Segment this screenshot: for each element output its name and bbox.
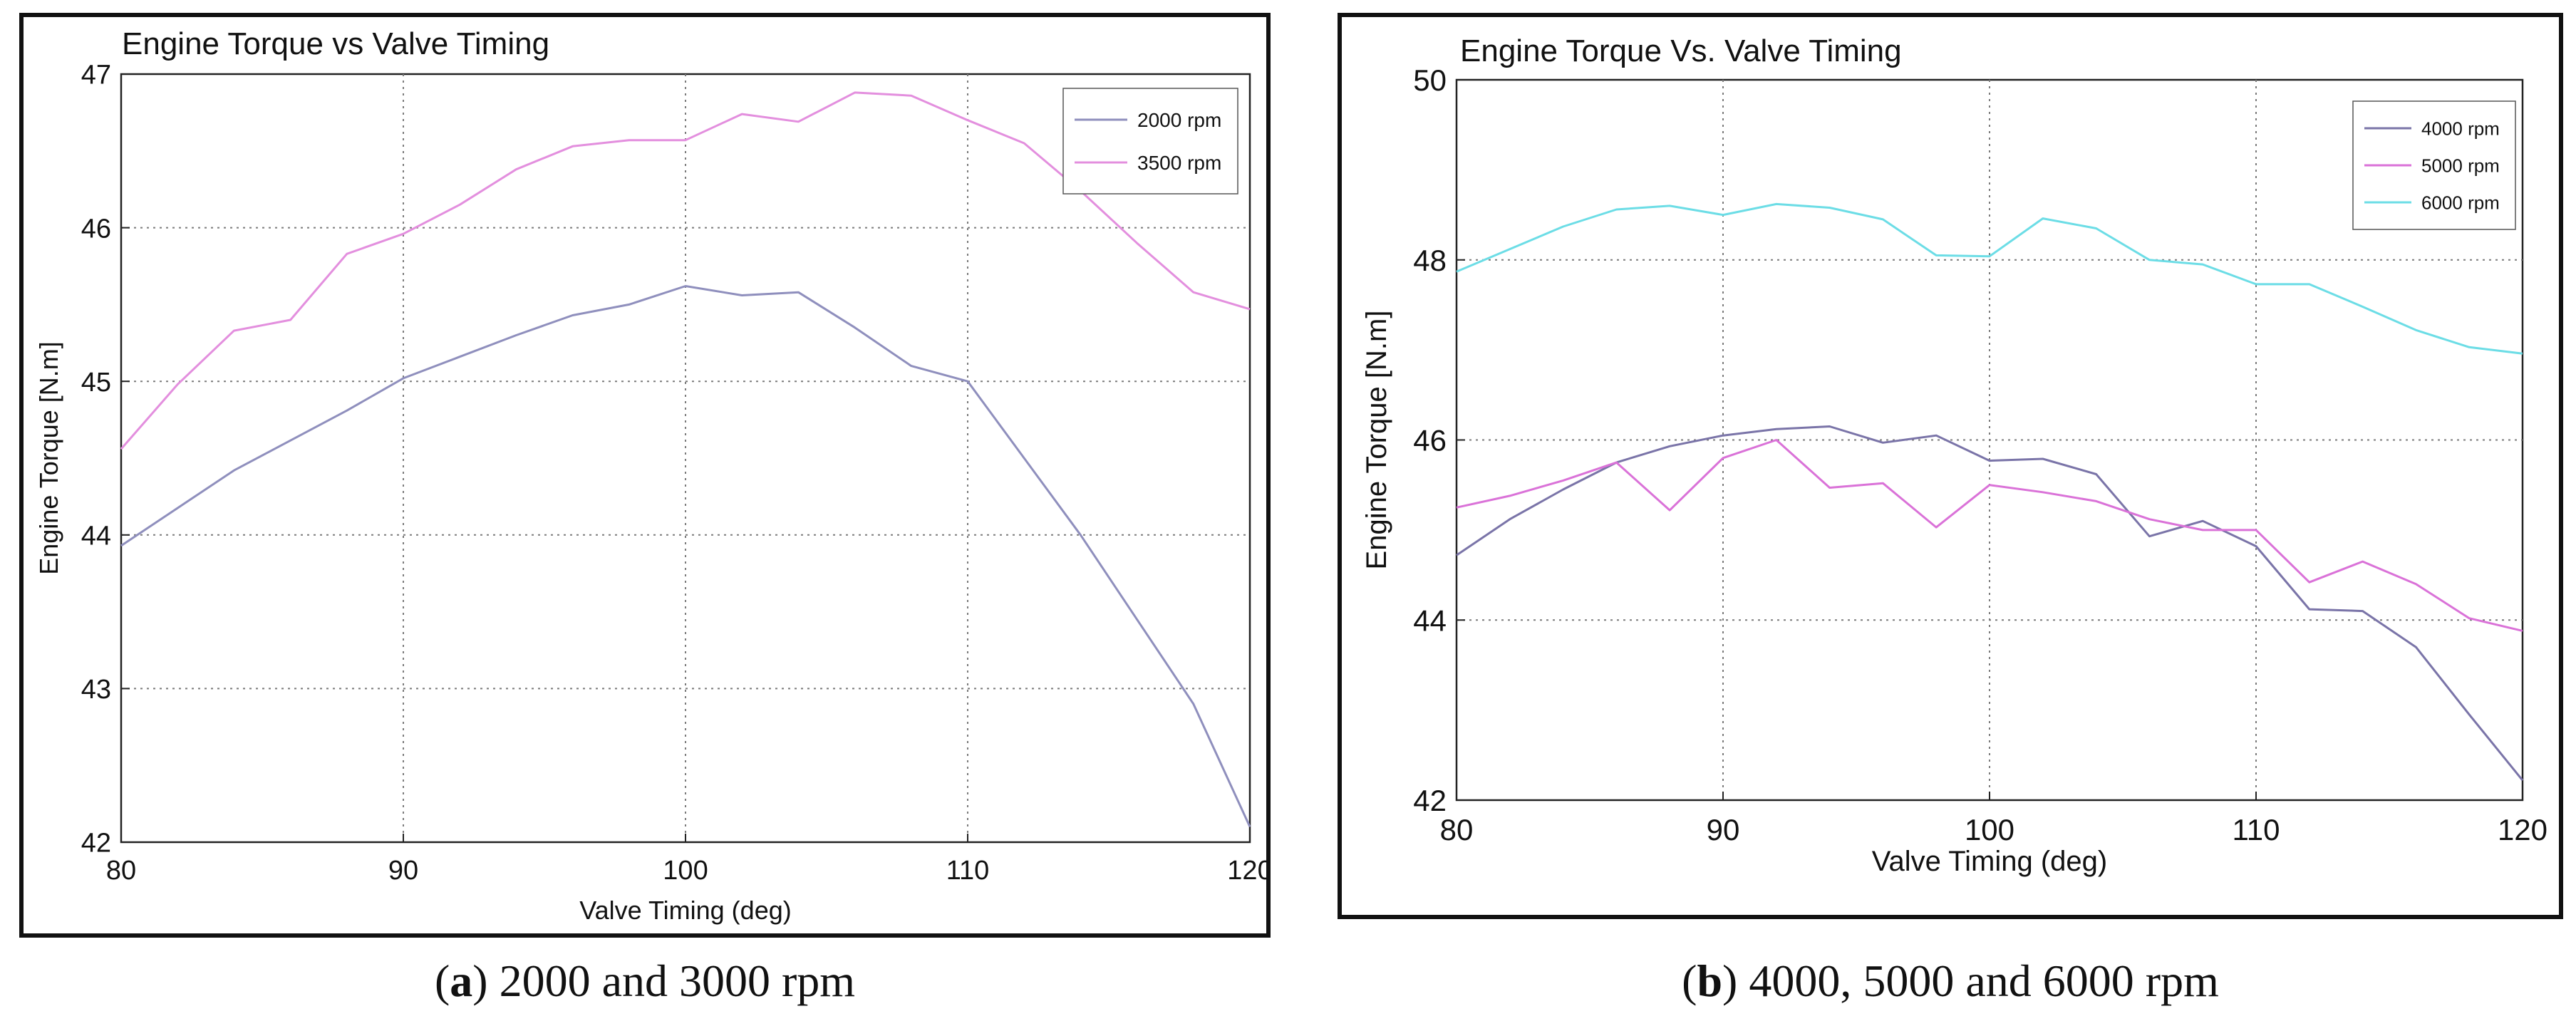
x-tick-label: 80 xyxy=(1440,813,1474,846)
caption-a-label: a xyxy=(450,955,473,1006)
x-tick-label: 100 xyxy=(663,856,708,886)
caption-b-label: b xyxy=(1697,955,1723,1006)
y-tick-label: 50 xyxy=(1413,63,1447,97)
plot-area xyxy=(120,73,1251,844)
y-tick-label: 43 xyxy=(81,675,111,705)
x-tick-label: 120 xyxy=(2498,813,2547,846)
x-tick-label: 90 xyxy=(388,856,418,886)
chart-title: Engine Torque vs Valve Timing xyxy=(122,26,549,61)
y-tick-label: 42 xyxy=(1413,784,1447,817)
series-line-5000-rpm xyxy=(1456,439,2523,632)
x-axis-label: Valve Timing (deg) xyxy=(579,896,791,925)
y-tick-label: 47 xyxy=(81,61,111,90)
y-tick-label: 46 xyxy=(1413,424,1447,457)
y-axis-label: Engine Torque [N.m] xyxy=(1361,311,1392,570)
legend-box xyxy=(1062,88,1238,195)
chart-panel-a: Engine Torque vs Valve Timing 80 90 100 110 1… xyxy=(19,13,1271,938)
y-tick-label: 48 xyxy=(1413,244,1447,277)
chart-title: Engine Torque Vs. Valve Timing xyxy=(1460,33,1902,68)
legend-label: 4000 rpm xyxy=(2421,118,2500,139)
y-tick-label: 45 xyxy=(81,368,111,398)
legend-label: 6000 rpm xyxy=(2421,192,2500,213)
x-tick-label: 80 xyxy=(106,856,136,886)
legend-label: 3500 rpm xyxy=(1137,152,1221,174)
x-axis-label: Valve Timing (deg) xyxy=(1872,846,2108,877)
caption-b-text: 4000, 5000 and 6000 rpm xyxy=(1737,955,2219,1006)
y-tick-label: 46 xyxy=(81,214,111,244)
legend-label: 5000 rpm xyxy=(2421,155,2500,176)
x-tick-label: 110 xyxy=(946,856,990,886)
chart-panel-b: Engine Torque Vs. Valve Timing 80 90 100 110… xyxy=(1338,13,2563,919)
chart-a: Engine Torque vs Valve Timing 80 90 100 110 1… xyxy=(34,26,1266,925)
y-axis-label: Engine Torque [N.m] xyxy=(34,341,63,575)
x-tick-label: 100 xyxy=(1965,813,2014,846)
x-tick-label: 120 xyxy=(1227,856,1266,886)
caption-a-text: 2000 and 3000 rpm xyxy=(487,955,856,1006)
series-line-6000-rpm xyxy=(1456,202,2523,355)
caption-b: (b) 4000, 5000 and 6000 rpm xyxy=(1682,955,2219,1006)
x-tick-label: 110 xyxy=(2233,813,2280,846)
x-tick-label: 90 xyxy=(1707,813,1740,846)
y-tick-label: 44 xyxy=(81,521,111,551)
series-line-4000-rpm xyxy=(1456,425,2524,782)
y-tick-label: 44 xyxy=(1413,603,1447,637)
chart-b: Engine Torque Vs. Valve Timing 80 90 100 110… xyxy=(1361,33,2547,877)
caption-a: (a) 2000 and 3000 rpm xyxy=(434,955,856,1006)
y-tick-label: 42 xyxy=(81,829,111,859)
legend-label: 2000 rpm xyxy=(1137,109,1221,131)
series-line-2000-rpm xyxy=(120,285,1251,828)
series-line-3500-rpm xyxy=(120,91,1251,450)
